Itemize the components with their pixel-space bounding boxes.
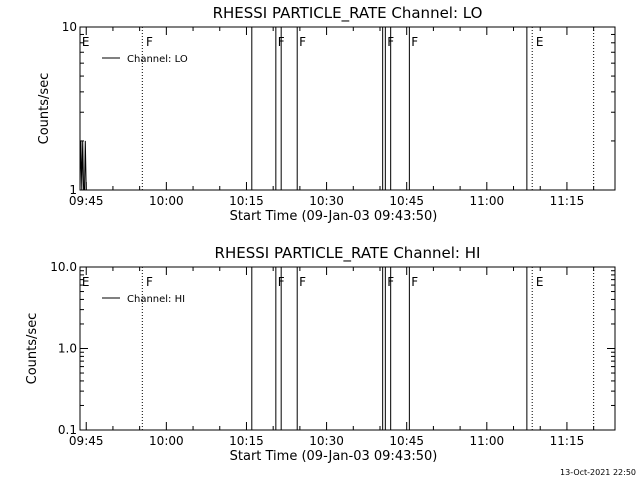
panel-2-title: RHESSI PARTICLE_RATE Channel: HI bbox=[215, 244, 481, 263]
panel-1-y-tick-label: 10 bbox=[62, 20, 77, 34]
panel-1-x-tick-label: 11:15 bbox=[550, 194, 585, 208]
panel-1-plot-frame bbox=[79, 26, 616, 191]
panel-2-flag-label: F bbox=[299, 275, 306, 289]
panel-1-flag-label: F bbox=[411, 35, 418, 49]
panel-1-flag-label: E bbox=[82, 35, 90, 49]
panel-1-flag-label: F bbox=[387, 35, 394, 49]
panel-2-y-tick-label: 1.0 bbox=[58, 342, 77, 356]
panel-2-x-tick-label: 10:00 bbox=[149, 434, 184, 448]
panel-1-flag-label: F bbox=[278, 35, 285, 49]
panel-2-x-tick-label: 10:45 bbox=[389, 434, 424, 448]
panel-2-flag-label: F bbox=[411, 275, 418, 289]
panel-2-x-tick-label: 11:15 bbox=[550, 434, 585, 448]
panel-1-x-tick-label: 10:00 bbox=[149, 194, 184, 208]
panel-2-y-tick-label: 10.0 bbox=[50, 260, 77, 274]
panel-2-x-axis-label: Start Time (09-Jan-03 09:43:50) bbox=[230, 449, 438, 464]
panel-1-series-line bbox=[79, 140, 87, 191]
panel-1-flag-label: E bbox=[536, 35, 544, 49]
panel-2-plot-frame bbox=[79, 266, 616, 431]
footer-timestamp: 13-Oct-2021 22:50 bbox=[560, 468, 636, 477]
panel-1: RHESSI PARTICLE_RATE Channel: LO 1 10 Count… bbox=[37, 4, 616, 224]
panel-2-x-tick-label: 10:15 bbox=[229, 434, 264, 448]
panel-2-flag-label: E bbox=[82, 275, 90, 289]
panel-2-x-tick-label: 09:45 bbox=[69, 434, 104, 448]
panel-1-flag-label: F bbox=[299, 35, 306, 49]
panel-2-x-tick-label: 10:30 bbox=[309, 434, 344, 448]
panel-2-x-tick-label: 11:00 bbox=[470, 434, 505, 448]
panel-1-x-tick-label: 10:45 bbox=[389, 194, 424, 208]
panel-1-flag-label: F bbox=[146, 35, 153, 49]
panel-1-y-axis-label: Counts/sec bbox=[37, 73, 52, 145]
panel-2: RHESSI PARTICLE_RATE Channel: HI 0.1 1.0 10… bbox=[25, 244, 616, 464]
panel-2-flag-label: F bbox=[146, 275, 153, 289]
panel-2-legend-label: Channel: HI bbox=[127, 294, 185, 305]
panel-2-flag-label: F bbox=[387, 275, 394, 289]
panel-1-x-tick-label: 10:15 bbox=[229, 194, 264, 208]
panel-2-y-axis-label: Counts/sec bbox=[25, 313, 40, 385]
panel-1-x-tick-label: 10:30 bbox=[309, 194, 344, 208]
panel-1-x-tick-label: 09:45 bbox=[69, 194, 104, 208]
panel-1-x-axis-label: Start Time (09-Jan-03 09:43:50) bbox=[230, 209, 438, 224]
panel-2-flag-label: E bbox=[536, 275, 544, 289]
panel-2-y-tick-label: 0.1 bbox=[58, 423, 77, 437]
panel-2-flag-label: F bbox=[278, 275, 285, 289]
panel-1-x-tick-label: 11:00 bbox=[470, 194, 505, 208]
panel-1-legend-label: Channel: LO bbox=[127, 54, 188, 65]
panel-1-y-tick-label: 1 bbox=[69, 183, 77, 197]
panel-1-title: RHESSI PARTICLE_RATE Channel: LO bbox=[213, 4, 483, 23]
